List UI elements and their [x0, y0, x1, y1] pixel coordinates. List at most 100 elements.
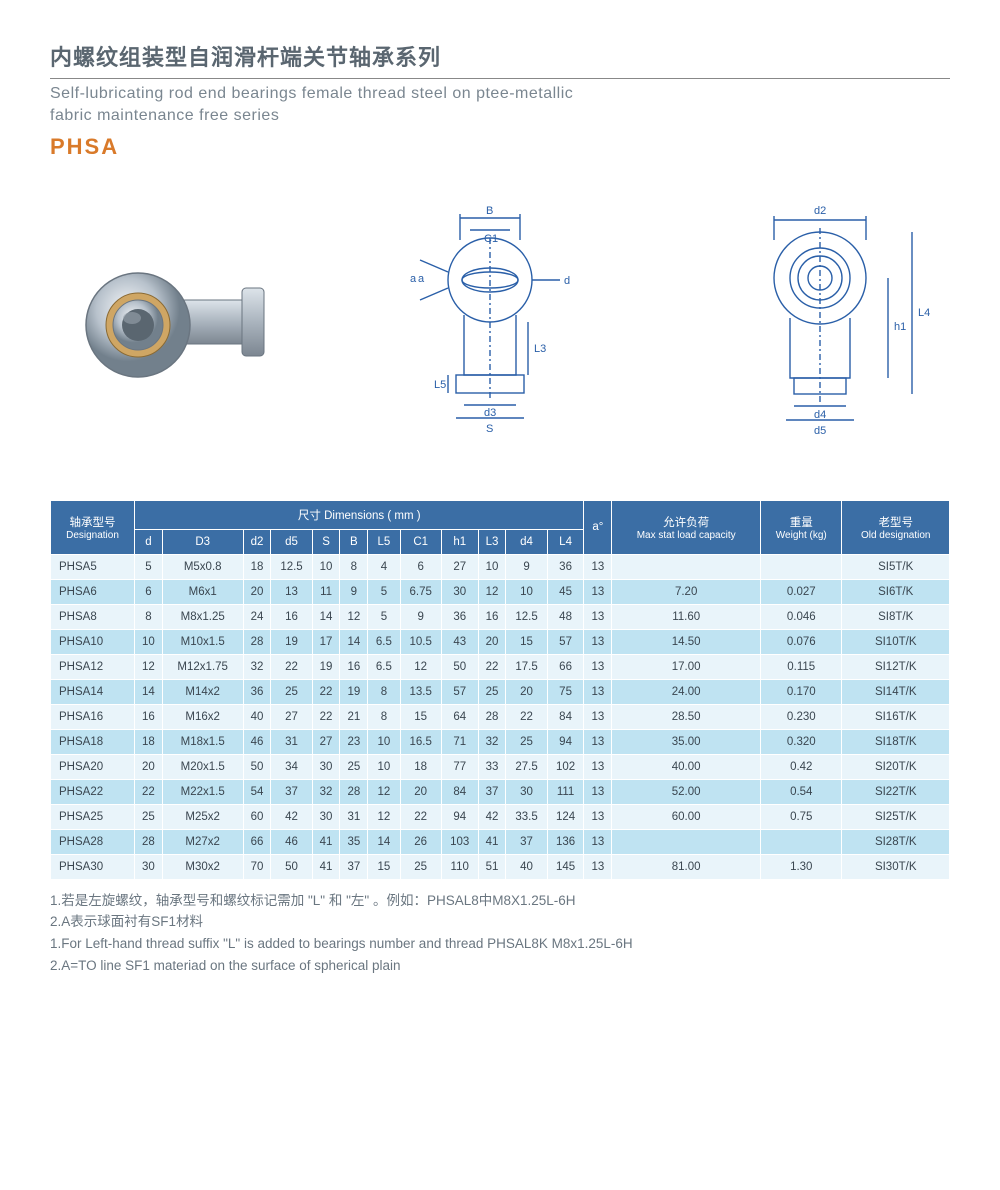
cell-h1: 77 — [441, 754, 478, 779]
cell-C1: 15 — [400, 704, 441, 729]
cell-d4: 10 — [506, 579, 547, 604]
cell-d: 25 — [135, 804, 163, 829]
cell-L3: 16 — [478, 604, 506, 629]
label-L5: L5 — [434, 379, 446, 391]
cell-L3: 25 — [478, 679, 506, 704]
cell-des: PHSA22 — [51, 779, 135, 804]
cell-B: 25 — [340, 754, 368, 779]
product-photo — [50, 220, 290, 420]
label-L3: L3 — [534, 343, 546, 355]
cell-a: 13 — [584, 629, 612, 654]
cell-S: 10 — [312, 554, 340, 579]
cell-max: 40.00 — [612, 754, 761, 779]
cell-d2: 36 — [243, 679, 271, 704]
cell-h1: 64 — [441, 704, 478, 729]
cell-B: 9 — [340, 579, 368, 604]
cell-wt: 0.046 — [761, 604, 842, 629]
table-row: PHSA66M6x1201311956.7530121045137.200.02… — [51, 579, 950, 604]
cell-a: 13 — [584, 829, 612, 854]
th-weight: 重量 Weight (kg) — [761, 500, 842, 554]
cell-d5: 27 — [271, 704, 312, 729]
cell-d4: 9 — [506, 554, 547, 579]
title-chinese: 内螺纹组装型自润滑杆端关节轴承系列 — [50, 40, 950, 72]
th-dim-d2: d2 — [243, 529, 271, 554]
note-2: 2.A表示球面衬有SF1材料 — [50, 911, 950, 933]
th-dim-B: B — [340, 529, 368, 554]
cell-C1: 16.5 — [400, 729, 441, 754]
cell-L5: 6.5 — [368, 654, 400, 679]
cell-d5: 31 — [271, 729, 312, 754]
cell-old: SI14T/K — [842, 679, 950, 704]
th-dim-D3: D3 — [162, 529, 243, 554]
cell-L5: 10 — [368, 754, 400, 779]
cell-S: 17 — [312, 629, 340, 654]
diagram-row: B C1 a a d L3 L5 d3 S — [50, 190, 950, 450]
cell-a: 13 — [584, 554, 612, 579]
cell-h1: 30 — [441, 579, 478, 604]
cell-L3: 12 — [478, 579, 506, 604]
cell-d4: 25 — [506, 729, 547, 754]
cell-C1: 18 — [400, 754, 441, 779]
cell-L5: 5 — [368, 604, 400, 629]
cell-L3: 42 — [478, 804, 506, 829]
th-dim-d: d — [135, 529, 163, 554]
cell-d5: 16 — [271, 604, 312, 629]
cell-a: 13 — [584, 704, 612, 729]
cell-old: SI18T/K — [842, 729, 950, 754]
cell-h1: 27 — [441, 554, 478, 579]
cell-d: 18 — [135, 729, 163, 754]
cell-d: 22 — [135, 779, 163, 804]
cell-wt: 0.54 — [761, 779, 842, 804]
cell-a: 13 — [584, 854, 612, 879]
cell-max: 35.00 — [612, 729, 761, 754]
cell-a: 13 — [584, 679, 612, 704]
cell-L4: 145 — [547, 854, 584, 879]
th-designation: 轴承型号 Designation — [51, 500, 135, 554]
cell-d5: 22 — [271, 654, 312, 679]
cell-L5: 6.5 — [368, 629, 400, 654]
title-en-line1: Self-lubricating rod end bearings female… — [50, 85, 573, 102]
cell-d5: 13 — [271, 579, 312, 604]
th-dim-L5: L5 — [368, 529, 400, 554]
cell-D3: M8x1.25 — [162, 604, 243, 629]
table-row: PHSA55M5x0.81812.510846271093613SI5T/K — [51, 554, 950, 579]
cell-S: 19 — [312, 654, 340, 679]
cell-C1: 25 — [400, 854, 441, 879]
cell-d5: 46 — [271, 829, 312, 854]
cell-S: 41 — [312, 829, 340, 854]
cell-d4: 15 — [506, 629, 547, 654]
cell-des: PHSA30 — [51, 854, 135, 879]
cell-L4: 57 — [547, 629, 584, 654]
cell-a: 13 — [584, 579, 612, 604]
cell-L3: 28 — [478, 704, 506, 729]
cell-old: SI5T/K — [842, 554, 950, 579]
cell-L3: 20 — [478, 629, 506, 654]
cell-S: 30 — [312, 754, 340, 779]
cell-B: 21 — [340, 704, 368, 729]
cell-max: 28.50 — [612, 704, 761, 729]
note-4: 2.A=TO line SF1 materiad on the surface … — [50, 955, 950, 977]
cell-C1: 26 — [400, 829, 441, 854]
cell-B: 31 — [340, 804, 368, 829]
cell-D3: M14x2 — [162, 679, 243, 704]
cell-D3: M22x1.5 — [162, 779, 243, 804]
cell-old: SI20T/K — [842, 754, 950, 779]
cell-L4: 48 — [547, 604, 584, 629]
cell-a: 13 — [584, 654, 612, 679]
cell-S: 41 — [312, 854, 340, 879]
label-d: d — [564, 275, 570, 287]
title-divider — [50, 78, 950, 79]
cell-wt: 0.230 — [761, 704, 842, 729]
note-3: 1.For Left-hand thread suffix "L" is add… — [50, 933, 950, 955]
cell-S: 30 — [312, 804, 340, 829]
cell-B: 28 — [340, 779, 368, 804]
cell-D3: M12x1.75 — [162, 654, 243, 679]
cell-d2: 46 — [243, 729, 271, 754]
cell-des: PHSA18 — [51, 729, 135, 754]
cell-C1: 9 — [400, 604, 441, 629]
table-row: PHSA88M8x1.252416141259361612.5481311.60… — [51, 604, 950, 629]
cell-des: PHSA8 — [51, 604, 135, 629]
cell-L5: 5 — [368, 579, 400, 604]
cell-des: PHSA20 — [51, 754, 135, 779]
table-row: PHSA2222M22x1.55437322812208437301111352… — [51, 779, 950, 804]
